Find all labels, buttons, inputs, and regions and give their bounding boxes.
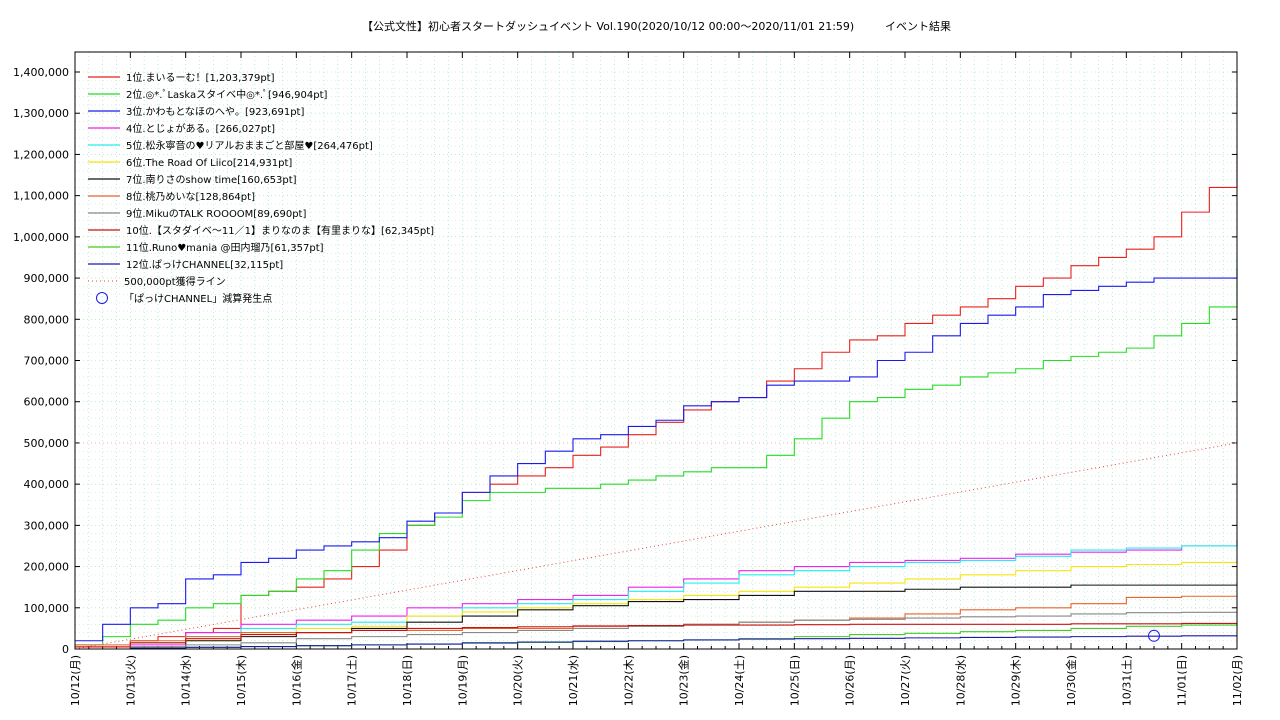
- y-tick-label: 800,000: [24, 313, 70, 326]
- legend-label-7: 7位.南りさのshow time[160,653pt]: [126, 173, 297, 186]
- x-tick-label: 10/30(金): [1064, 655, 1078, 706]
- series-line-12: [75, 635, 1238, 650]
- x-tick-label: 10/16(金): [289, 655, 303, 706]
- reference-line-500000: [74, 442, 1238, 650]
- series-line-7: [75, 582, 1238, 650]
- y-tick-label: 100,000: [24, 602, 70, 615]
- legend-label-12: 12位.ぱっけCHANNEL[32,115pt]: [126, 258, 283, 271]
- x-tick-label: 10/23(金): [677, 655, 691, 706]
- x-tick-label: 10/12(月): [69, 655, 82, 706]
- y-tick-label: 400,000: [24, 478, 70, 491]
- x-tick-label: 10/28(水): [954, 655, 967, 706]
- x-tick-label: 10/31(土): [1120, 655, 1133, 706]
- x-tick-label: 11/01(日): [1176, 655, 1189, 706]
- x-tick-label: 10/14(水): [180, 655, 193, 706]
- y-axis-ticks: 0 100,000 200,000 300,000 400,000 500,000 600,…: [13, 66, 1237, 656]
- y-tick-label: 500,000: [24, 437, 70, 450]
- legend-label-reference: 500,000pt獲得ライン: [124, 275, 226, 288]
- series-line-10: [75, 622, 1238, 648]
- x-tick-label: 11/02(月): [1231, 655, 1244, 706]
- y-tick-label: 600,000: [24, 396, 70, 409]
- series-line-3: [75, 268, 1238, 642]
- x-tick-label: 10/21(水): [567, 655, 580, 706]
- legend-label-marker: 「ぱっけCHANNEL」減算発生点: [124, 292, 272, 305]
- reference-line-group: [74, 442, 1238, 650]
- x-tick-label: 10/20(火): [512, 655, 525, 706]
- y-tick-label: 1,100,000: [13, 190, 69, 203]
- x-tick-label: 10/19(月): [456, 655, 469, 706]
- legend-label-6: 6位.The Road Of Liico[214,931pt]: [126, 156, 292, 169]
- chart-title: 【公式文性】初心者スタートダッシュイベント Vol.190(2020/10/12…: [362, 19, 854, 33]
- chart-subtitle: イベント結果: [885, 19, 951, 33]
- y-tick-label: 1,000,000: [13, 231, 69, 244]
- legend: 1位.まいるーむ！[1,203,379pt] 2位.◎*.ﾟLaskaスタイベ中◎…: [88, 71, 434, 305]
- legend-label-4: 4位.とじょがある。[266,027pt]: [126, 122, 275, 135]
- x-tick-label: 10/25(日): [788, 655, 801, 706]
- y-tick-label: 300,000: [24, 519, 70, 532]
- legend-label-11: 11位.Runo♥mania @田内瑠乃[61,357pt]: [126, 241, 324, 254]
- x-tick-label: 10/29(木): [1010, 655, 1023, 706]
- series-line-9: [75, 611, 1238, 650]
- x-axis-ticks: 10/12(月) 10/13(火) 10/14(水) 10/15(木) 10/16(金)…: [69, 52, 1244, 706]
- x-tick-label: 10/17(土): [346, 655, 359, 706]
- x-tick-label: 10/15(木): [235, 655, 248, 706]
- legend-label-5: 5位.松永寧音の♥リアルおままごと部屋♥[264,476pt]: [126, 139, 373, 152]
- series-line-2: [75, 258, 1238, 646]
- series-lines: [75, 153, 1238, 650]
- grid-lines: [74, 52, 1238, 650]
- legend-label-3: 3位.かわもとなほのへや。[923,691pt]: [126, 105, 304, 118]
- legend-swatch-marker: [96, 292, 108, 304]
- plot-frame: [74, 51, 1238, 650]
- marker-group: [1148, 629, 1160, 642]
- legend-label-10: 10位.【スタダイベ〜11／1】まりなのま【有里まりな】[62,345pt]: [126, 224, 434, 237]
- y-tick-label: 1,300,000: [13, 107, 69, 120]
- y-tick-label: 1,200,000: [13, 148, 69, 161]
- legend-label-2: 2位.◎*.ﾟLaskaスタイベ中◎*.ﾟ[946,904pt]: [126, 88, 328, 101]
- decrement-marker: [1148, 629, 1160, 642]
- x-tick-label: 10/24(土): [733, 655, 746, 706]
- y-tick-label: 700,000: [24, 355, 70, 368]
- x-tick-label: 10/27(火): [899, 655, 912, 706]
- legend-label-9: 9位.MikuのTALK ROOOOM[89,690pt]: [126, 207, 306, 220]
- y-tick-label: 0: [62, 643, 69, 656]
- legend-label-1: 1位.まいるーむ！[1,203,379pt]: [126, 71, 275, 84]
- y-tick-label: 900,000: [24, 272, 70, 285]
- y-tick-label: 200,000: [24, 561, 70, 574]
- x-tick-label: 10/18(日): [401, 655, 414, 706]
- x-tick-label: 10/22(木): [622, 655, 635, 706]
- legend-label-8: 8位.桃乃めいな[128,864pt]: [126, 190, 255, 203]
- y-tick-label: 1,400,000: [13, 66, 69, 79]
- x-tick-label: 10/13(火): [124, 655, 137, 706]
- x-tick-label: 10/26(月): [844, 655, 857, 706]
